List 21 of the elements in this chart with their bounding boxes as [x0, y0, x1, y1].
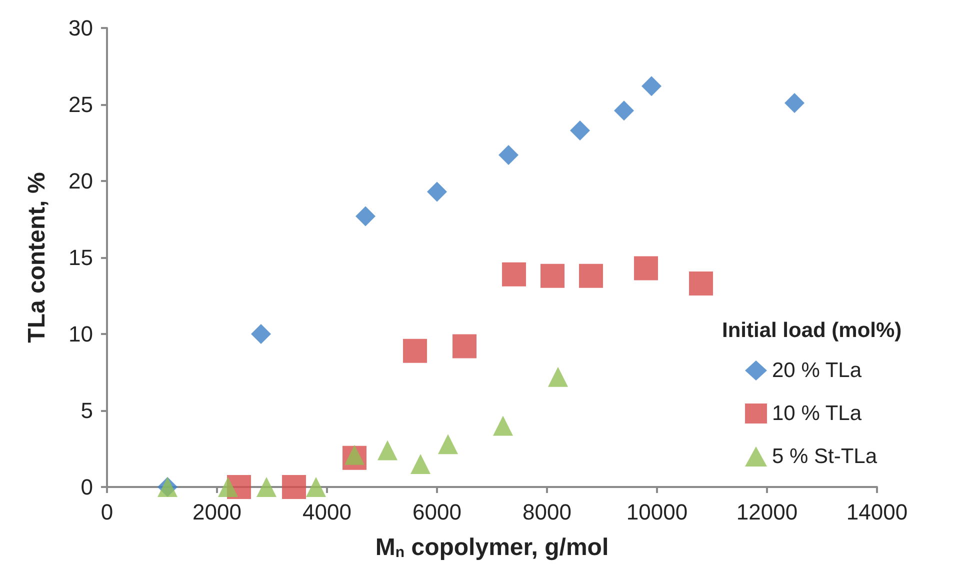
y-tick-label: 10 — [68, 322, 93, 346]
legend-title: Initial load (mol%) — [722, 319, 902, 342]
y-tick-label: 25 — [68, 92, 93, 117]
x-tick-label: 2000 — [192, 500, 242, 524]
legend-label: 20 % TLa — [772, 359, 862, 382]
y-axis-title: TLa content, % — [24, 172, 50, 343]
y-tick-label: 20 — [68, 168, 93, 194]
x-tick-label: 12000 — [736, 500, 798, 524]
x-tick-label: 6000 — [412, 500, 462, 524]
y-tick-label: 15 — [68, 245, 93, 270]
y-tick-label: 30 — [68, 16, 93, 40]
x-tick-label: 0 — [100, 500, 114, 524]
x-tick-label: 4000 — [302, 500, 352, 524]
x-tick-label: 14000 — [846, 500, 908, 524]
legend-label: 5 % St-TLa — [772, 445, 878, 468]
legend-label: 10 % TLa — [772, 402, 862, 425]
y-tick-label: 5 — [80, 398, 93, 423]
x-tick-label: 8000 — [522, 500, 572, 524]
x-axis-title: Mn copolymer, g/mol — [375, 534, 609, 561]
x-tick-label: 10000 — [626, 500, 688, 524]
y-tick-label: 0 — [80, 474, 93, 500]
